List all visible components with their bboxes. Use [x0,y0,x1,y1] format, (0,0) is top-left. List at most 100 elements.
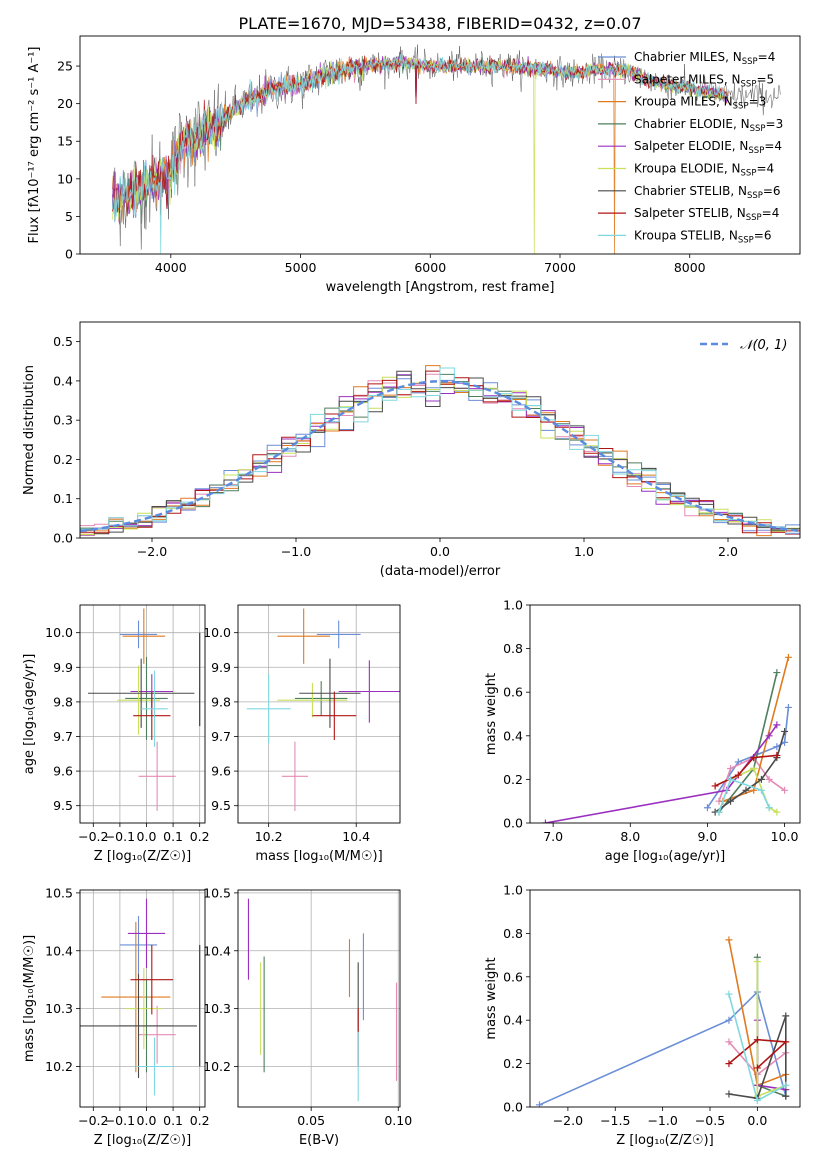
y-axis-label: Normed distribution [22,365,37,495]
weight-marker [773,751,781,759]
x-axis-label: Z [log₁₀(Z/Z☉)] [616,1133,713,1148]
y-tick-label: 9.5 [211,798,231,813]
weight-series-line [714,731,786,813]
x-tick-label: −2.0 [553,1113,583,1128]
x-tick-label: −0.2 [78,829,108,844]
y-tick-label: 0.3 [53,413,73,428]
weight-marker [773,743,781,751]
weight-series-line [718,672,778,813]
y-axis-label: age [log₁₀(age/yr)] [22,654,37,775]
x-tick-label: 9.0 [697,829,717,844]
x-tick-label: 0.0 [747,1113,767,1128]
x-tick-label: 0.2 [190,1113,210,1128]
x-tick-label: −1.0 [281,544,311,559]
weight-marker [753,1064,761,1072]
y-tick-label: 0.4 [503,728,523,743]
y-tick-label: 0.5 [53,334,73,349]
legend-entry: Salpeter MILES, NSSP=5 [634,72,774,89]
legend-entry: Salpeter ELODIE, NSSP=4 [634,139,782,156]
x-axis-label: Z [log₁₀(Z/Z☉)] [94,849,191,864]
weight-vs-Z-panel: −2.0 −1.5 −1.0 −0.5 0.0 0.0 0.2 0.4 0.6 0.8 1.0 Z [… [484,883,801,1148]
x-tick-label: −1.5 [600,1113,630,1128]
axes-frame [529,889,801,1108]
y-tick-label: 0 [65,247,73,262]
y-axis-label: Flux [fλ10⁻¹⁷ erg cm⁻² s⁻¹ A⁻¹] [27,47,42,244]
weight-marker [765,732,773,740]
x-axis-label: wavelength [Angstrom, rest frame] [326,280,555,295]
spectrum-line [112,56,729,254]
legend-entry: Chabrier MILES, NSSP=4 [634,50,775,67]
legend-entry: Salpeter STELIB, NSSP=4 [634,206,779,223]
y-tick-label: 10.5 [45,885,73,900]
y-tick-label: 10.0 [45,625,73,640]
y-axis-label: mass weight [484,957,499,1039]
y-tick-label: 0.2 [53,452,73,467]
weight-marker [725,1090,733,1098]
y-tick-label: 0.6 [503,969,523,984]
weight-marker [773,808,781,816]
weight-marker [753,1036,761,1044]
x-tick-label: 10.0 [771,829,799,844]
y-tick-label: 10.3 [45,1001,73,1016]
x-tick-label: 0.10 [384,1113,412,1128]
spectrum-marks [112,44,781,254]
weight-marker [765,804,773,812]
mass-vs-Z-panel: −0.2−0.1 0.0 0.1 0.2 10.2 10.3 10.4 10.5 Z [log₁… [22,885,210,1148]
weight-marker [782,1038,790,1046]
x-tick-label: 6000 [414,260,446,275]
x-tick-label: −1.0 [647,1113,677,1128]
weight-marker [773,721,781,729]
weight-marker [715,808,723,816]
figure-title: PLATE=1670, MJD=53438, FIBERID=0432, z=0… [238,14,641,33]
weight-series-line [728,1038,788,1069]
residuals-panel: −2.0 −1.0 0.0 1.0 2.0 0.0 0.1 0.2 0.3 0.4 0.5 (data… [22,321,801,579]
axes-frame [79,889,206,1108]
y-tick-label: 9.9 [211,660,231,675]
weight-marker [781,727,789,735]
y-tick-label: 0.2 [503,772,523,787]
histogram-series [80,367,800,534]
x-tick-label: 0.1 [163,829,183,844]
y-tick-label: 9.8 [211,694,231,709]
y-tick-label: 9.6 [53,764,73,779]
x-axis-label: Z [log₁₀(Z/Z☉)] [94,1133,191,1148]
axes-frame [79,604,206,824]
legend-entry: Kroupa STELIB, NSSP=6 [634,228,772,245]
x-tick-label: −0.1 [105,829,135,844]
weight-marker [541,819,549,823]
y-tick-label: 0.0 [53,531,73,546]
y-tick-label: 0.4 [53,373,73,388]
y-axis-label: mass weight [484,673,499,755]
y-tick-label: 0.4 [503,1013,523,1028]
x-axis-label: age [log₁₀(age/yr)] [605,849,726,864]
weight-marker [725,1038,733,1046]
weight-series-line [728,1015,787,1100]
weight-marker [784,703,792,711]
axes-frame [237,889,401,1108]
axes-frame [237,604,401,824]
mass-vs-Z-marks [80,898,201,1096]
legend-entry: 𝒩(0, 1) [740,338,787,353]
mass-vs-EBV-panel: 0.05 0.10 10.2 10.3 10.4 10.5 E(B-V) [203,885,412,1148]
weight-marker [725,1060,733,1068]
y-tick-label: 0.6 [503,685,523,700]
x-tick-label: 1.0 [574,544,594,559]
legend-entry: Kroupa MILES, NSSP=3 [634,95,766,112]
weight-marker [757,786,765,794]
weight-marker [703,804,711,812]
y-tick-label: 10.2 [203,1059,231,1074]
y-tick-label: 1.0 [503,883,523,898]
y-tick-label: 25 [57,59,73,74]
weight-marker [784,653,792,661]
weight-series-line [718,778,770,813]
x-tick-label: −0.5 [695,1113,725,1128]
weight-series-line [714,754,777,787]
y-tick-label: 9.7 [211,729,231,744]
age-vs-Z-marks [87,608,201,811]
x-axis-label: (data-model)/error [380,564,501,579]
weight-marker [781,738,789,746]
x-tick-label: 0.0 [137,1113,157,1128]
x-tick-label: 0.05 [297,1113,325,1128]
age-vs-Z-panel: −0.2−0.1 0.0 0.1 0.2 9.5 9.6 9.7 9.8 9.9 10.0 Z [l… [22,604,210,864]
